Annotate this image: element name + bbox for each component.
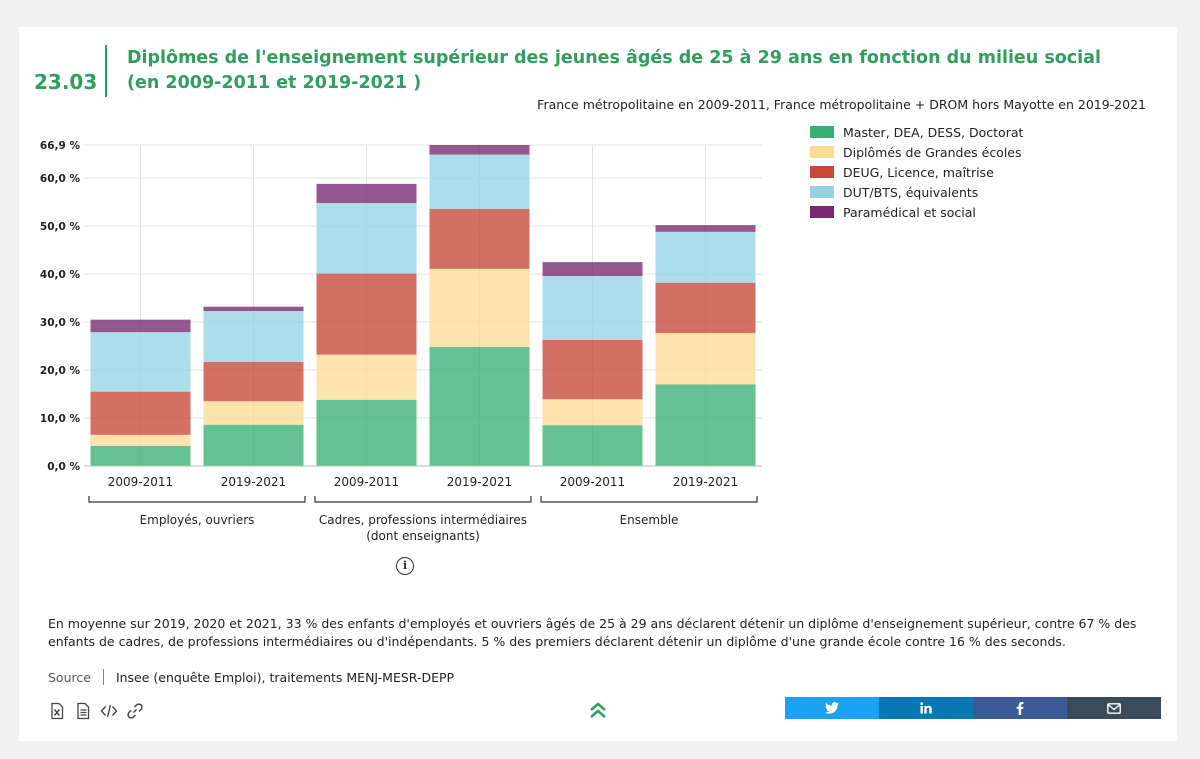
bar-segment xyxy=(90,319,191,333)
y-tick-label: 0,0 % xyxy=(47,461,80,473)
group-bracket xyxy=(540,496,758,503)
group-label-line: Employés, ouvriers xyxy=(140,513,255,527)
bar-segment xyxy=(203,401,304,425)
source-label: Source xyxy=(48,669,91,685)
bar-segment xyxy=(542,399,643,426)
legend-label: Paramédical et social xyxy=(843,204,976,220)
legend-swatch xyxy=(810,166,834,178)
legend-item[interactable]: DEUG, Licence, maîtrise xyxy=(810,162,1023,182)
bar-segment xyxy=(655,333,756,385)
y-tick-label: 40,0 % xyxy=(40,269,81,281)
facebook-icon xyxy=(1016,701,1024,715)
bar-segment xyxy=(203,424,304,466)
bar-segment xyxy=(90,434,191,446)
x-tick-label: 2009-2011 xyxy=(560,475,625,489)
legend-item[interactable]: DUT/BTS, équivalents xyxy=(810,182,1023,202)
bar-segment xyxy=(429,154,530,209)
y-tick-label: 20,0 % xyxy=(40,365,81,377)
legend-swatch xyxy=(810,186,834,198)
share-twitter-button[interactable] xyxy=(785,697,879,719)
bar-segment xyxy=(655,225,756,232)
bar-segment xyxy=(655,384,756,466)
source-row: Source Insee (enquête Emploi), traitemen… xyxy=(48,669,454,685)
group-bracket xyxy=(88,496,306,503)
code-icon[interactable] xyxy=(100,702,118,720)
document-icon[interactable] xyxy=(74,702,92,720)
legend-swatch xyxy=(810,146,834,158)
x-tick-label: 2019-2021 xyxy=(447,475,512,489)
chart-subtitle: France métropolitaine en 2009-2011, Fran… xyxy=(537,97,1146,112)
y-tick-label: 60,0 % xyxy=(40,173,81,185)
share-linkedin-button[interactable] xyxy=(879,697,973,719)
bar-segment xyxy=(316,183,417,204)
legend-swatch xyxy=(810,126,834,138)
figure-number: 23.03 xyxy=(34,70,98,94)
bar-segment xyxy=(203,306,304,312)
chart-legend: Master, DEA, DESS, Doctorat Diplômés de … xyxy=(810,122,1023,222)
legend-item[interactable]: Diplômés de Grandes écoles xyxy=(810,142,1023,162)
bar-segment xyxy=(542,425,643,466)
bar-segment xyxy=(655,231,756,283)
bar-segment xyxy=(655,282,756,334)
linkedin-icon xyxy=(920,702,932,714)
x-tick-label: 2019-2021 xyxy=(221,475,286,489)
bar-segment xyxy=(90,332,191,392)
twitter-icon xyxy=(825,702,839,714)
chart-note: En moyenne sur 2019, 2020 et 2021, 33 % … xyxy=(48,616,1137,649)
bar-segment xyxy=(316,203,417,274)
chart-title: Diplômes de l'enseignement supérieur des… xyxy=(127,48,1101,93)
info-icon[interactable]: i xyxy=(396,557,414,575)
source-divider xyxy=(102,669,104,685)
link-icon[interactable] xyxy=(126,702,144,720)
y-tick-label: 50,0 % xyxy=(40,221,81,233)
download-toolbar xyxy=(48,702,144,720)
share-bar xyxy=(785,697,1161,719)
legend-label: DUT/BTS, équivalents xyxy=(843,184,979,200)
bar-segment xyxy=(429,268,530,348)
group-label-line: Ensemble xyxy=(620,513,679,527)
scroll-to-top-icon[interactable] xyxy=(589,700,607,722)
bar-segment xyxy=(542,262,643,276)
legend-label: Master, DEA, DESS, Doctorat xyxy=(843,124,1024,140)
excel-icon[interactable] xyxy=(48,702,66,720)
bar-segment xyxy=(542,339,643,400)
group-label: Employés, ouvriers xyxy=(140,513,255,527)
group-label: Cadres, professions intermédiaires (dont … xyxy=(319,513,527,543)
x-tick-label: 2009-2011 xyxy=(108,475,173,489)
legend-label: DEUG, Licence, maîtrise xyxy=(843,164,994,180)
bar-segment xyxy=(90,391,191,435)
legend-label: Diplômés de Grandes écoles xyxy=(843,144,1022,160)
bar-segment xyxy=(316,354,417,400)
bar-segment xyxy=(203,311,304,362)
group-bracket xyxy=(314,496,532,503)
bar-segment xyxy=(429,347,530,466)
group-label: Ensemble xyxy=(620,513,679,527)
title-divider xyxy=(105,45,107,97)
group-label-line: (dont enseignants) xyxy=(366,529,480,543)
y-tick-label: 30,0 % xyxy=(40,317,81,329)
bar-segment xyxy=(542,275,643,340)
source-text: Insee (enquête Emploi), traitements MENJ… xyxy=(115,669,455,685)
bar-segment xyxy=(316,273,417,355)
share-facebook-button[interactable] xyxy=(973,697,1067,719)
legend-item[interactable]: Master, DEA, DESS, Doctorat xyxy=(810,122,1023,142)
bar-segment xyxy=(203,361,304,402)
x-tick-label: 2009-2011 xyxy=(334,475,399,489)
legend-item[interactable]: Paramédical et social xyxy=(810,202,1023,222)
email-icon xyxy=(1107,702,1121,714)
bar-segment xyxy=(429,145,530,155)
share-email-button[interactable] xyxy=(1067,697,1161,719)
y-tick-label: 66,9 % xyxy=(40,140,81,152)
bar-segment xyxy=(429,208,530,269)
group-label-line: Cadres, professions intermédiaires xyxy=(319,513,527,527)
bar-segment xyxy=(316,399,417,466)
legend-swatch xyxy=(810,206,834,218)
bar-segment xyxy=(90,445,191,466)
x-tick-label: 2019-2021 xyxy=(673,475,738,489)
y-tick-label: 10,0 % xyxy=(40,413,81,425)
